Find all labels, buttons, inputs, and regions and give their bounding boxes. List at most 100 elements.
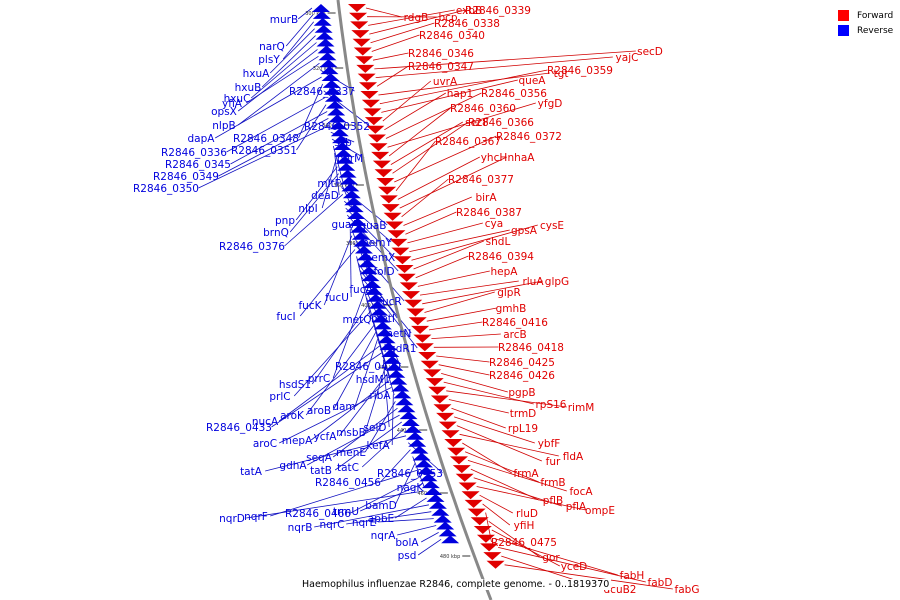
gene-glyph[interactable] (317, 45, 336, 54)
gene-glyph[interactable] (356, 252, 375, 261)
gene-glyph[interactable] (423, 369, 442, 378)
gene-glyph[interactable] (419, 473, 438, 482)
gene-label[interactable]: yfiA (222, 98, 243, 110)
gene-glyph[interactable] (383, 212, 402, 221)
gene-glyph[interactable] (364, 286, 383, 295)
gene-label[interactable]: hsdR1 (384, 343, 417, 355)
gene-label[interactable]: shdL (486, 236, 511, 248)
gene-glyph[interactable] (412, 452, 431, 461)
gene-glyph[interactable] (327, 107, 346, 116)
gene-glyph[interactable] (348, 217, 367, 226)
gene-label[interactable]: R2846_0418 (498, 342, 564, 354)
gene-glyph[interactable] (367, 134, 386, 143)
gene-label[interactable]: plsY (258, 54, 280, 66)
gene-glyph[interactable] (483, 552, 502, 561)
gene-glyph[interactable] (374, 169, 393, 178)
gene-label[interactable]: fucA (349, 284, 373, 296)
legend-reverse[interactable]: Reverse (838, 23, 893, 38)
gene-glyph[interactable] (345, 204, 364, 213)
gene-label[interactable]: fucR (378, 296, 401, 308)
gene-label[interactable]: R2846_0359 (547, 65, 613, 77)
gene-glyph[interactable] (406, 308, 425, 317)
gene-glyph[interactable] (391, 383, 410, 392)
gene-label[interactable]: R2846_0433 (206, 422, 272, 434)
gene-label[interactable]: hemY (362, 237, 392, 249)
gene-label[interactable]: frmA (513, 468, 539, 480)
gene-glyph[interactable] (418, 352, 437, 360)
gene-glyph[interactable] (337, 162, 356, 171)
gene-glyph[interactable] (436, 412, 455, 421)
gene-glyph[interactable] (366, 293, 385, 302)
gene-label[interactable]: fucI (276, 311, 295, 323)
gene-label[interactable]: R2846_0453 (377, 468, 443, 480)
gene-glyph[interactable] (354, 245, 373, 254)
gene-glyph[interactable] (399, 411, 418, 420)
gene-label[interactable]: R2846_0348 (233, 133, 299, 145)
gene-label[interactable]: gpsA (511, 225, 538, 237)
gene-label[interactable]: R2846_0466 (285, 508, 351, 520)
gene-glyph[interactable] (379, 195, 398, 204)
gene-label[interactable]: R2846_0336 (161, 147, 227, 159)
gene-label[interactable]: trmD (510, 408, 537, 420)
gene-label[interactable]: fucU (325, 292, 349, 304)
gene-label[interactable]: nqrE (352, 517, 376, 529)
gene-label[interactable]: metN (383, 328, 412, 340)
gene-glyph[interactable] (399, 282, 418, 291)
gene-label[interactable]: nqrB (288, 522, 313, 534)
gene-glyph[interactable] (355, 56, 374, 65)
gene-glyph[interactable] (350, 21, 369, 30)
gene-glyph[interactable] (480, 543, 499, 552)
gene-label[interactable]: prlC (269, 391, 290, 403)
gene-glyph[interactable] (324, 93, 343, 102)
gene-label[interactable]: cya (485, 218, 503, 230)
gene-label[interactable]: hepA (491, 266, 519, 278)
gene-label[interactable]: perM (337, 153, 364, 165)
gene-glyph[interactable] (433, 514, 452, 523)
gene-glyph[interactable] (321, 73, 340, 81)
gene-label[interactable]: R2846_0426 (489, 370, 555, 382)
gene-label[interactable]: ssb (334, 137, 352, 149)
gene-label[interactable]: nqrF (244, 511, 268, 523)
gene-glyph[interactable] (332, 135, 351, 144)
gene-label[interactable]: aroB (307, 405, 331, 417)
gene-label[interactable]: R2846_0340 (419, 30, 485, 42)
gene-label[interactable]: folD (373, 266, 394, 278)
gene-label[interactable]: tatB (310, 465, 332, 477)
gene-label[interactable]: R2846_0349 (153, 171, 219, 183)
gene-label[interactable]: cysE (540, 220, 564, 232)
gene-label[interactable]: R2846_0338 (434, 18, 500, 30)
gene-label[interactable]: R2846_0351 (231, 145, 297, 157)
gene-label[interactable]: bcp (438, 12, 457, 24)
gene-glyph[interactable] (470, 517, 489, 526)
gene-glyph[interactable] (389, 238, 408, 247)
gene-label[interactable]: fabG (675, 584, 700, 596)
gene-label[interactable]: gor (542, 552, 560, 564)
gene-label[interactable]: yhcH (481, 152, 508, 164)
gene-glyph[interactable] (338, 169, 357, 178)
gene-glyph[interactable] (316, 38, 335, 47)
gene-glyph[interactable] (383, 355, 402, 364)
gene-glyph[interactable] (352, 38, 371, 47)
gene-label[interactable]: exbB (456, 5, 482, 17)
gene-label[interactable]: pgpB (508, 387, 535, 399)
gene-glyph[interactable] (385, 362, 404, 371)
gene-label[interactable]: gmhB (496, 303, 527, 315)
gene-glyph[interactable] (455, 473, 474, 482)
gene-glyph[interactable] (361, 99, 380, 108)
gene-glyph[interactable] (444, 439, 463, 447)
gene-label[interactable]: tatA (240, 466, 263, 478)
gene-glyph[interactable] (464, 499, 483, 508)
gene-glyph[interactable] (373, 321, 392, 330)
gene-label[interactable]: dam (332, 401, 355, 413)
gene-label[interactable]: yajC (616, 52, 639, 64)
gene-glyph[interactable] (364, 117, 383, 126)
gene-glyph[interactable] (320, 66, 339, 75)
gene-glyph[interactable] (433, 404, 452, 413)
gene-label[interactable]: mltF (317, 178, 340, 190)
gene-label[interactable]: uvrA (433, 76, 458, 88)
gene-label[interactable]: pflA (566, 501, 587, 513)
gene-label[interactable]: R2846_0475 (491, 537, 557, 549)
gene-glyph[interactable] (359, 82, 378, 91)
gene-label[interactable]: yceD (561, 561, 588, 573)
gene-glyph[interactable] (375, 328, 394, 337)
